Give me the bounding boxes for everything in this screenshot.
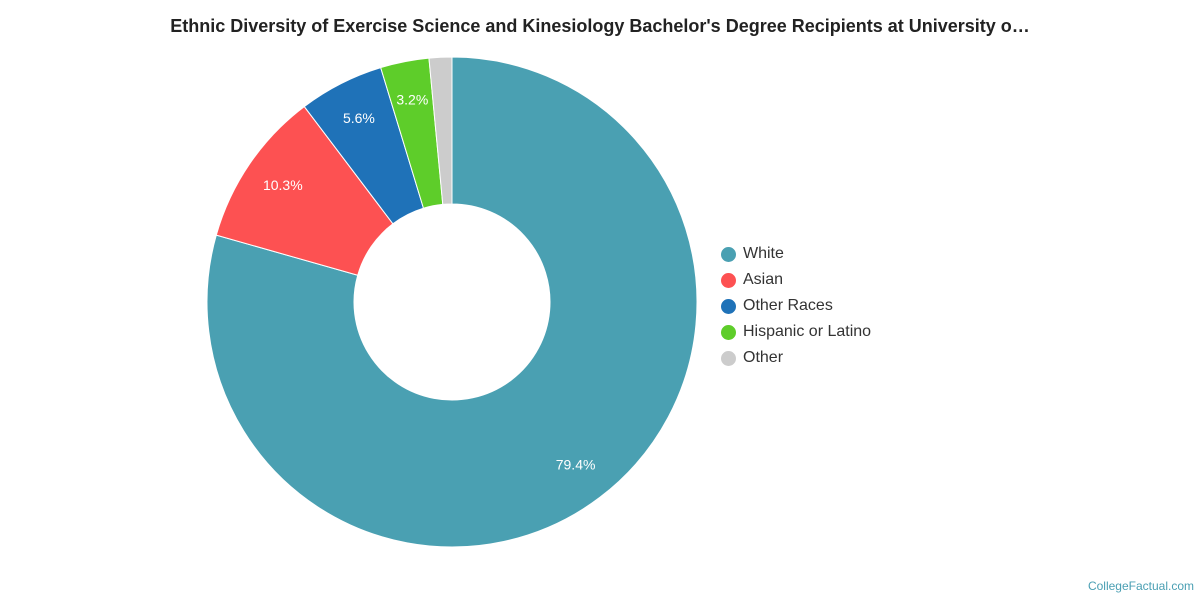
legend-label: Asian bbox=[743, 271, 784, 288]
legend-swatch bbox=[721, 324, 736, 340]
legend-label: Other Races bbox=[743, 297, 833, 314]
slice-label: 10.3% bbox=[263, 177, 303, 193]
legend-item-other-races[interactable]: Other Races bbox=[721, 293, 871, 319]
slice-other[interactable] bbox=[428, 56, 453, 205]
legend-item-hispanic-or-latino[interactable]: Hispanic or Latino bbox=[721, 319, 871, 345]
legend: White Asian Other Races Hispanic or Lati… bbox=[721, 241, 871, 371]
slice-label: 3.2% bbox=[396, 92, 428, 108]
chart-title: Ethnic Diversity of Exercise Science and… bbox=[170, 16, 1030, 36]
credit-link[interactable]: CollegeFactual.com bbox=[1087, 579, 1194, 593]
legend-swatch bbox=[721, 350, 736, 366]
legend-item-other[interactable]: Other bbox=[721, 345, 871, 371]
legend-swatch bbox=[721, 298, 736, 314]
slice-label: 5.6% bbox=[343, 110, 375, 126]
legend-swatch bbox=[721, 272, 736, 288]
legend-label: Hispanic or Latino bbox=[743, 323, 872, 340]
legend-label: White bbox=[743, 245, 784, 262]
slice-white[interactable] bbox=[206, 56, 698, 548]
legend-item-white[interactable]: White bbox=[721, 241, 871, 267]
legend-swatch bbox=[721, 246, 736, 262]
legend-item-asian[interactable]: Asian bbox=[721, 267, 871, 293]
legend-label: Other bbox=[743, 349, 784, 366]
slice-asian[interactable] bbox=[215, 105, 394, 276]
slice-label: 79.4% bbox=[556, 456, 596, 472]
